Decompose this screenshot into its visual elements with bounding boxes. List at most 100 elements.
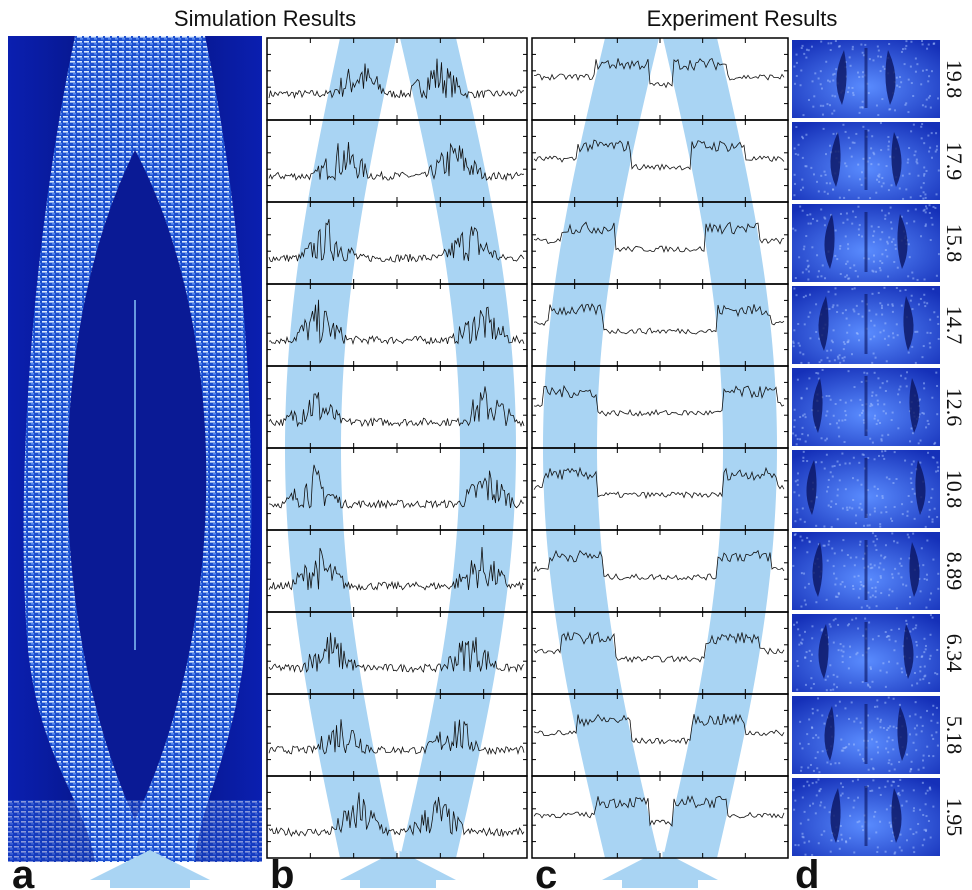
speckle [799,535,802,538]
speckle [910,130,913,133]
speckle [860,43,863,46]
speckle [839,212,842,215]
trace [268,58,525,100]
speckle [881,382,884,385]
speckle [883,337,886,340]
speckle [905,800,908,803]
speckle [839,361,842,364]
power-label: 14.7 [942,306,967,345]
speckle [850,701,853,704]
speckle [929,346,932,349]
speckle [888,594,891,597]
speckle [867,768,870,771]
speckle [841,785,844,788]
trace [268,719,525,756]
speckle [874,534,877,537]
speckle [864,617,867,620]
speckle [799,84,802,87]
speckle [802,414,805,417]
speckle [901,804,904,807]
speckle [921,69,924,72]
speckle [841,655,844,658]
speckle [836,132,839,135]
speckle [807,818,810,821]
speckle [925,169,928,172]
speckle [852,94,855,97]
speckle [840,738,843,741]
speckle [807,222,810,225]
speckle [816,275,819,278]
speckle [930,592,933,595]
speckle [888,759,891,762]
speckle [832,641,835,644]
speckle [875,740,878,743]
speckle [925,606,928,609]
speckle [801,156,804,159]
speckle [856,479,859,482]
speckle [884,685,887,688]
speckle [906,514,909,517]
speckle [812,802,815,805]
arrow [340,850,456,888]
speckle [851,477,854,480]
speckle [798,494,801,497]
speckle [890,763,893,766]
speckle [924,205,927,208]
speckle [870,225,873,228]
speckle [877,291,880,294]
speckle [839,244,842,247]
speckle [898,401,901,404]
speckle [853,386,856,389]
speckle [848,147,851,150]
speckle [929,318,932,321]
speckle [794,229,797,232]
speckle [832,132,835,135]
speckle [890,221,893,224]
speckle [873,458,876,461]
speckle [842,645,845,648]
speckle [873,510,876,513]
speckle [928,204,931,207]
speckle [853,575,856,578]
speckle [873,815,876,818]
speckle [914,330,917,333]
speckle [892,697,895,700]
speckle [905,584,908,587]
speckle [884,506,887,509]
speckle [878,173,881,176]
speckle [911,488,914,491]
speckle [936,648,939,651]
speckle [921,123,924,126]
speckle [880,439,883,442]
speckle [811,782,814,785]
speckle [830,500,833,503]
speckle [879,576,882,579]
speckle [803,599,806,602]
speckle [930,719,933,722]
beam-band [400,38,516,858]
speckle [805,165,808,168]
speckle [849,556,852,559]
speckle [798,643,801,646]
speckle [879,793,882,796]
speckle [848,462,851,465]
speckle [879,718,882,721]
speckle [923,301,926,304]
speckle [925,573,928,576]
speckle [795,294,798,297]
speckle [858,233,861,236]
speckle [853,287,856,290]
speckle [924,644,927,647]
speckle [910,482,913,485]
speckle [895,478,898,481]
speckle [898,562,901,565]
speckle [922,191,925,194]
dark-shape [818,624,829,679]
speckle [881,495,884,498]
speckle [801,426,804,429]
speckle [870,578,873,581]
speckle [792,342,795,345]
speckle [909,196,912,199]
speckle [826,356,829,359]
speckle [929,633,932,636]
